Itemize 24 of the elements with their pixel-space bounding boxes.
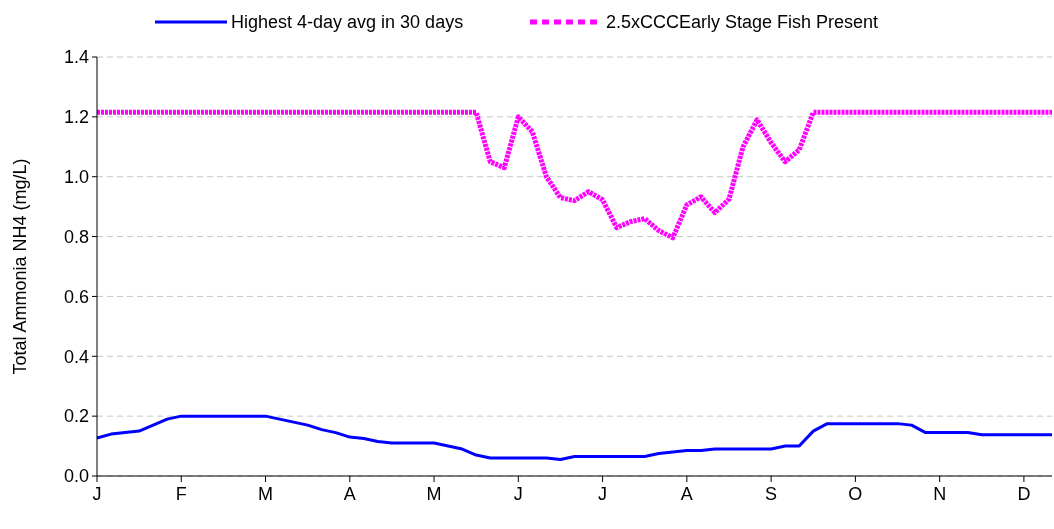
y-tick-label: 0.0 xyxy=(63,466,89,487)
y-tick-label: 0.2 xyxy=(63,406,89,427)
x-tick-label: D xyxy=(1017,484,1031,504)
x-tick-label: A xyxy=(343,484,356,504)
x-tick-label: M xyxy=(426,484,442,504)
line-series xyxy=(95,414,1054,462)
y-tick-label: 1.2 xyxy=(63,107,89,128)
legend-label: 2.5xCCCEarly Stage Fish Present xyxy=(606,12,879,33)
x-tick-label: O xyxy=(848,484,863,504)
x-tick-label: F xyxy=(175,484,187,504)
legend-label: Highest 4-day avg in 30 days xyxy=(231,12,464,33)
x-tick-label: N xyxy=(933,484,947,504)
y-tick-label: 0.6 xyxy=(63,286,89,307)
x-tick-label: M xyxy=(258,484,274,504)
y-tick-label: 1.4 xyxy=(63,47,89,68)
x-tick-label: J xyxy=(598,484,608,504)
y-axis-title: Total Ammonia NH4 (mg/L) xyxy=(10,158,30,375)
x-tick-label: J xyxy=(513,484,523,504)
x-tick-label: S xyxy=(765,484,778,504)
x-tick-label: J xyxy=(92,484,102,504)
y-tick-label: 0.8 xyxy=(63,226,89,247)
x-tick-label: A xyxy=(680,484,693,504)
y-tick-label: 0.4 xyxy=(63,346,89,367)
y-tick-label: 1.0 xyxy=(63,167,89,188)
